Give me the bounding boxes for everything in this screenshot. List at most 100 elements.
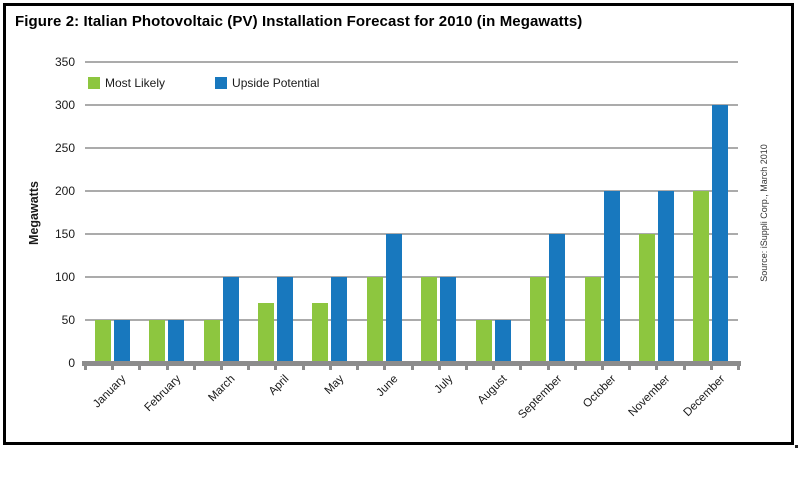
bar-most-likely-august <box>475 320 492 363</box>
bar-most-likely-september <box>530 277 547 363</box>
x-axis-tick <box>492 366 496 370</box>
bar-group-july <box>412 62 466 363</box>
bar-group-may <box>303 62 357 363</box>
x-tick-label-january: January <box>91 373 129 411</box>
bar-group-november <box>629 62 683 363</box>
x-axis-tick <box>192 366 196 370</box>
figure-title: Figure 2: Italian Photovoltaic (PV) Inst… <box>15 13 583 30</box>
source-note: Source: iSuppli Corp., March 2010 <box>754 62 774 363</box>
artifact-dot <box>795 445 798 448</box>
x-axis-line <box>82 361 741 366</box>
x-tick-label-december: December <box>681 373 728 420</box>
bar-most-likely-october <box>584 277 601 363</box>
legend-item-upside-potential: Upside Potential <box>215 76 319 90</box>
x-axis-tick <box>220 366 224 370</box>
figure-page: { "figure": { "title": "Figure 2: Italia… <box>3 3 798 448</box>
x-tick-label-february: February <box>142 373 184 415</box>
bar-upside-potential-july <box>440 277 457 363</box>
bar-upside-potential-october <box>603 191 620 363</box>
bar-group-june <box>357 62 411 363</box>
y-tick-label-200: 200 <box>54 184 75 198</box>
bar-most-likely-january <box>94 320 111 363</box>
gridline-50 <box>85 319 738 321</box>
plot-area <box>82 61 741 370</box>
bar-most-likely-june <box>366 277 383 363</box>
x-axis-tick <box>709 366 713 370</box>
x-axis-tick <box>356 366 360 370</box>
gridline-250 <box>85 147 738 149</box>
legend-label-most-likely: Most Likely <box>105 76 166 90</box>
x-tick-label-june: June <box>374 373 401 400</box>
bar-group-march <box>194 62 248 363</box>
x-axis-tick <box>301 366 305 370</box>
figure-border-frame: Figure 2: Italian Photovoltaic (PV) Inst… <box>3 3 794 445</box>
x-tick-label-september: September <box>515 373 565 422</box>
bar-most-likely-december <box>693 191 710 363</box>
bar-upside-potential-february <box>168 320 185 363</box>
bar-most-likely-february <box>149 320 166 363</box>
bar-most-likely-november <box>638 234 655 363</box>
y-tick-label-350: 350 <box>54 55 75 69</box>
x-tick-label-october: October <box>581 373 619 411</box>
bar-upside-potential-may <box>331 277 348 363</box>
x-axis-tick <box>165 366 169 370</box>
legend-swatch-upside-potential <box>215 77 228 89</box>
bar-upside-potential-january <box>113 320 130 363</box>
x-axis-tick <box>274 366 278 370</box>
x-axis-tick <box>383 366 387 370</box>
x-axis-tick <box>111 366 115 370</box>
x-axis-tick <box>464 366 468 370</box>
x-tick-label-march: March <box>206 373 238 405</box>
x-axis-tick <box>682 366 686 370</box>
bar-group-february <box>139 62 193 363</box>
x-axis-tick <box>84 366 87 370</box>
gridline-200 <box>85 190 738 192</box>
bar-group-august <box>466 62 520 363</box>
bar-upside-potential-september <box>549 234 566 363</box>
x-axis-tick <box>573 366 577 370</box>
x-tick-label-july: July <box>432 373 456 396</box>
legend-swatch-most-likely <box>88 77 100 89</box>
bar-series-area <box>85 62 738 363</box>
bar-upside-potential-march <box>222 277 239 363</box>
y-tick-label-50: 50 <box>61 313 75 327</box>
y-tick-label-150: 150 <box>54 227 75 241</box>
bar-upside-potential-november <box>657 191 674 363</box>
x-tick-label-april: April <box>267 373 292 398</box>
bar-upside-potential-december <box>712 105 729 363</box>
y-tick-label-0: 0 <box>68 356 75 370</box>
bar-group-december <box>684 62 738 363</box>
x-axis-tick <box>410 366 414 370</box>
bar-upside-potential-august <box>494 320 511 363</box>
x-axis-tick <box>519 366 523 370</box>
x-tick-label-august: August <box>475 373 510 407</box>
x-axis-tick <box>737 366 740 370</box>
x-axis-tick <box>546 366 550 370</box>
y-tick-label-250: 250 <box>54 141 75 155</box>
y-tick-label-300: 300 <box>54 98 75 112</box>
legend-item-most-likely: Most Likely <box>88 76 165 90</box>
gridline-300 <box>85 104 738 106</box>
x-tick-label-may: May <box>322 373 347 397</box>
gridline-150 <box>85 233 738 235</box>
bar-group-april <box>248 62 302 363</box>
x-axis-tick <box>600 366 604 370</box>
bar-upside-potential-june <box>385 234 402 363</box>
bar-most-likely-july <box>421 277 438 363</box>
gridline-350 <box>85 61 738 63</box>
bar-group-september <box>520 62 574 363</box>
y-tick-label-100: 100 <box>54 270 75 284</box>
bar-upside-potential-april <box>276 277 293 363</box>
x-axis-tick <box>138 366 142 370</box>
bar-most-likely-march <box>203 320 220 363</box>
bar-group-january <box>85 62 139 363</box>
bar-group-october <box>575 62 629 363</box>
source-note-text: Source: iSuppli Corp., March 2010 <box>759 143 770 282</box>
x-axis-tick <box>628 366 632 370</box>
x-axis-tick <box>247 366 251 370</box>
x-axis-tick <box>328 366 332 370</box>
legend-label-upside-potential: Upside Potential <box>232 76 320 90</box>
x-axis-tick <box>437 366 441 370</box>
legend: Most Likely Upside Potential <box>88 76 319 90</box>
bar-most-likely-april <box>257 302 274 363</box>
